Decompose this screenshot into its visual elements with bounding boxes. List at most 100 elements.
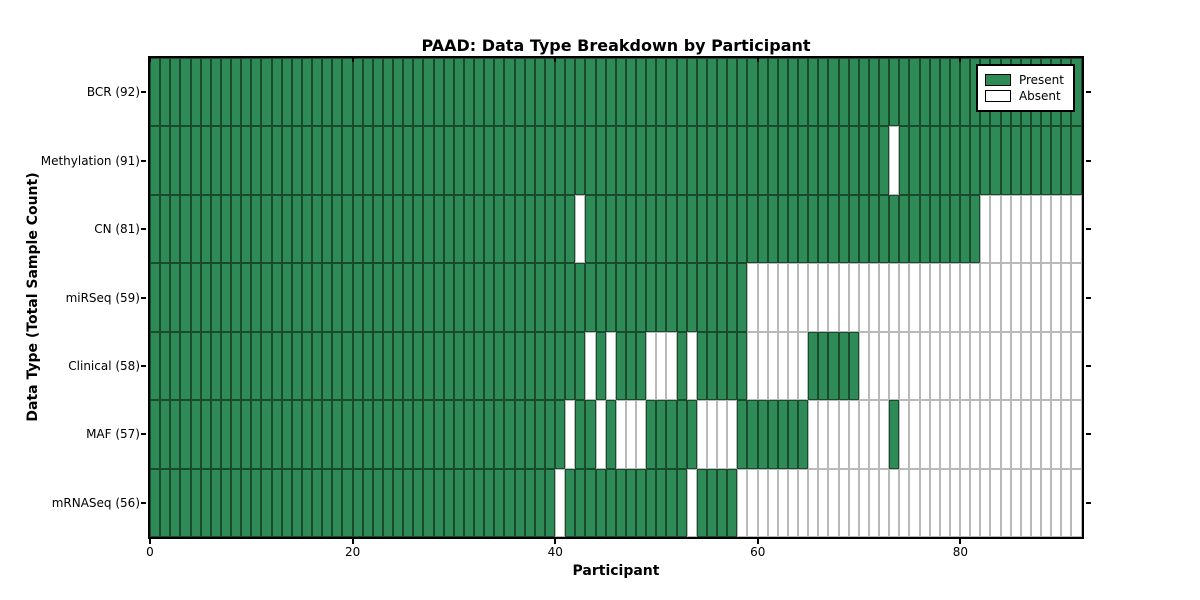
heatmap-cell-absent xyxy=(828,263,839,332)
heatmap-cell-absent xyxy=(889,126,900,195)
heatmap-cell-present xyxy=(514,468,525,537)
heatmap-cell-present xyxy=(423,194,434,264)
heatmap-cell-present xyxy=(636,58,647,127)
y-tick-mark xyxy=(1086,364,1091,367)
heatmap-cell-present xyxy=(443,400,454,469)
heatmap-cell-present xyxy=(372,263,383,332)
heatmap-cell-absent xyxy=(767,468,778,537)
heatmap-cell-absent xyxy=(949,331,960,401)
y-tick-mark xyxy=(141,228,146,231)
heatmap-cell-absent xyxy=(1061,263,1072,332)
heatmap-cell-present xyxy=(656,194,667,264)
heatmap-cell-present xyxy=(889,194,900,264)
heatmap-cell-absent xyxy=(1010,331,1021,401)
heatmap-cell-present xyxy=(342,400,353,469)
heatmap-cell-present xyxy=(372,194,383,264)
y-tick-label: CN (81) xyxy=(94,222,140,237)
heatmap-cell-present xyxy=(403,468,414,537)
heatmap-cell-present xyxy=(261,58,272,127)
heatmap-cell-present xyxy=(727,263,738,332)
heatmap-cell-absent xyxy=(838,263,849,332)
heatmap-cell-present xyxy=(909,194,920,264)
heatmap-cell-present xyxy=(585,58,596,127)
heatmap-cell-present xyxy=(777,58,788,127)
heatmap-cell-present xyxy=(352,126,363,195)
heatmap-cell-present xyxy=(555,400,566,469)
heatmap-cell-present xyxy=(484,126,495,195)
heatmap-cell-present xyxy=(767,58,778,127)
heatmap-cell-present xyxy=(615,331,626,401)
heatmap-cell-absent xyxy=(858,468,869,537)
heatmap-cell-present xyxy=(514,331,525,401)
heatmap-cell-absent xyxy=(808,400,819,469)
heatmap-cell-present xyxy=(332,263,343,332)
x-tick-mark xyxy=(756,58,759,62)
heatmap-row-MAF xyxy=(150,400,1082,469)
heatmap-cell-present xyxy=(625,58,636,127)
heatmap-cell-present xyxy=(504,58,515,127)
heatmap-cell-present xyxy=(312,58,323,127)
heatmap-cell-present xyxy=(686,400,697,469)
heatmap-cell-absent xyxy=(1061,331,1072,401)
heatmap-cell-present xyxy=(301,263,312,332)
heatmap-cell-present xyxy=(170,194,181,264)
heatmap-cell-absent xyxy=(1051,263,1062,332)
heatmap-cell-absent xyxy=(767,263,778,332)
heatmap-cell-present xyxy=(696,468,707,537)
heatmap-cell-absent xyxy=(939,468,950,537)
heatmap-row-BCR xyxy=(150,58,1082,127)
heatmap-cell-present xyxy=(413,263,424,332)
heatmap-cell-present xyxy=(737,194,748,264)
heatmap-cell-present xyxy=(231,331,242,401)
heatmap-cell-present xyxy=(312,194,323,264)
heatmap-cell-present xyxy=(1020,126,1031,195)
heatmap-cell-present xyxy=(595,126,606,195)
heatmap-cell-present xyxy=(190,58,201,127)
x-tick-mark xyxy=(351,58,354,62)
heatmap-cell-present xyxy=(413,126,424,195)
heatmap-cell-present xyxy=(494,468,505,537)
heatmap-cell-absent xyxy=(828,468,839,537)
x-tick-label: 40 xyxy=(547,545,563,559)
heatmap-cell-present xyxy=(291,58,302,127)
heatmap-cell-present xyxy=(443,331,454,401)
heatmap-cell-absent xyxy=(696,400,707,469)
heatmap-cell-absent xyxy=(1051,194,1062,264)
heatmap-cell-present xyxy=(362,263,373,332)
heatmap-cell-present xyxy=(403,126,414,195)
heatmap-cell-absent xyxy=(686,331,697,401)
heatmap-cell-absent xyxy=(919,263,930,332)
heatmap-cell-absent xyxy=(818,400,829,469)
heatmap-cell-absent xyxy=(798,263,809,332)
heatmap-cell-present xyxy=(220,400,231,469)
heatmap-cell-present xyxy=(220,331,231,401)
heatmap-cell-present xyxy=(494,194,505,264)
y-tick-mark xyxy=(1086,296,1091,299)
heatmap-cell-present xyxy=(271,400,282,469)
heatmap-cell-absent xyxy=(960,400,971,469)
heatmap-cell-present xyxy=(382,263,393,332)
plot-area: Present Absent xyxy=(141,58,1091,544)
heatmap-cell-present xyxy=(747,194,758,264)
heatmap-cell-absent xyxy=(868,400,879,469)
heatmap-cell-absent xyxy=(747,263,758,332)
heatmap-cell-present xyxy=(362,58,373,127)
heatmap-cell-present xyxy=(676,400,687,469)
heatmap-cell-present xyxy=(372,400,383,469)
heatmap-cell-present xyxy=(494,58,505,127)
heatmap-cell-present xyxy=(676,331,687,401)
heatmap-cell-absent xyxy=(970,263,981,332)
heatmap-cell-present xyxy=(474,400,485,469)
heatmap-cell-present xyxy=(727,331,738,401)
y-tick-mark xyxy=(1086,91,1091,94)
heatmap-cell-absent xyxy=(818,263,829,332)
legend-item-absent: Absent xyxy=(984,89,1064,103)
heatmap-cell-present xyxy=(656,400,667,469)
heatmap-cell-present xyxy=(301,400,312,469)
heatmap-cell-present xyxy=(747,400,758,469)
heatmap-cell-present xyxy=(919,58,930,127)
heatmap-cell-present xyxy=(261,126,272,195)
heatmap-cell-present xyxy=(433,126,444,195)
heatmap-cell-absent xyxy=(1061,468,1072,537)
heatmap-cell-present xyxy=(767,194,778,264)
